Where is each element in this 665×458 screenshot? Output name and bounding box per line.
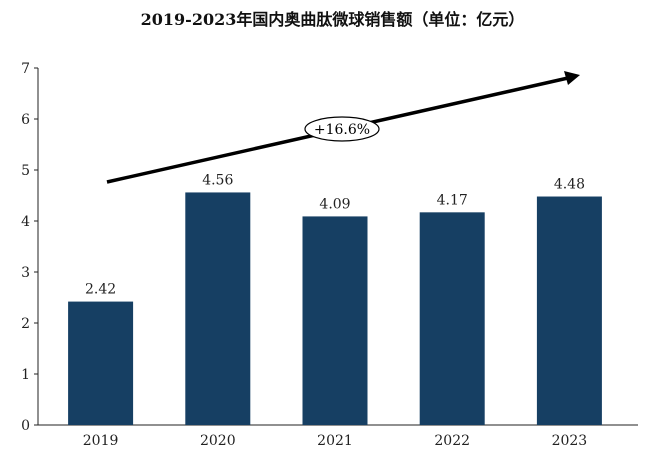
growth-annotation: +16.6% [314,122,370,138]
data-label: 4.09 [319,196,350,212]
annotation-ellipse [304,116,380,142]
bar-2020 [185,192,251,425]
x-tick-label: 2019 [83,433,119,449]
y-tick-label: 0 [21,418,30,434]
y-tick-label: 4 [21,214,30,230]
x-tick-label: 2023 [552,433,588,449]
trend-arrow-head-icon [564,71,580,85]
y-tick-label: 5 [21,163,30,179]
bar-2019 [68,301,134,425]
y-tick-label: 1 [21,367,30,383]
data-label: 4.56 [202,172,233,188]
bar-2023 [536,196,602,425]
y-tick-label: 6 [21,112,30,128]
bar-2022 [419,212,485,425]
data-label: 4.48 [554,177,585,193]
y-tick-label: 3 [21,265,30,281]
y-tick-label: 2 [21,316,30,332]
data-label: 4.17 [437,192,468,208]
x-tick-label: 2021 [317,433,353,449]
chart-title: 2019-2023年国内奥曲肽微球销售额（单位：亿元） [140,10,525,29]
y-tick-label: 7 [21,61,30,77]
bar-2021 [302,216,368,425]
x-tick-label: 2022 [434,433,470,449]
data-label: 2.42 [85,282,116,298]
x-tick-label: 2020 [200,433,236,449]
